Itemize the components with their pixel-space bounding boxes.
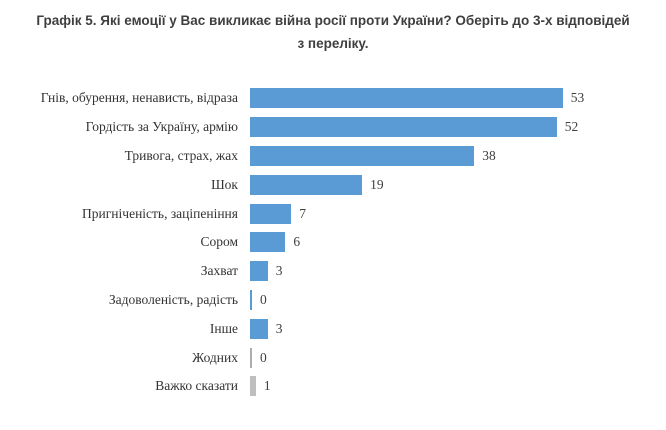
value-label: 3 [275, 320, 283, 336]
chart-title-line2: з переліку. [297, 35, 369, 51]
chart-rows: Гнів, обурення, ненависть, відраза 53 Горд… [0, 84, 666, 401]
category-label: Сором [200, 234, 238, 250]
chart-row: Інше 3 [0, 314, 666, 343]
chart-row: Пригніченість, заціпеніння 7 [0, 199, 666, 228]
category-label: Пригніченість, заціпеніння [82, 205, 238, 221]
value-label: 19 [370, 176, 384, 192]
value-label: 0 [260, 349, 267, 365]
chart-row: Задоволеність, радість 0 [0, 286, 666, 315]
value-label: 3 [275, 263, 283, 279]
chart-row: Тривога, страх, жах 38 [0, 142, 666, 171]
category-label: Захват [200, 263, 238, 279]
bar [250, 289, 252, 310]
bar [250, 318, 268, 339]
chart-row: Жодних 0 [0, 343, 666, 372]
category-label: Гордість за Україну, армію [85, 119, 238, 135]
bar [250, 203, 292, 224]
bar [250, 88, 563, 109]
chart-row: Гнів, обурення, ненависть, відраза 53 [0, 84, 666, 113]
chart-row: Шок 19 [0, 170, 666, 199]
bar [250, 376, 256, 397]
chart-title-line1: Графік 5. Які емоції у Вас викликає війн… [36, 13, 630, 28]
value-label: 6 [293, 234, 301, 250]
bar [250, 232, 286, 253]
category-label: Тривога, страх, жах [124, 147, 238, 163]
bar [250, 347, 252, 368]
bar [250, 117, 557, 138]
chart-row: Гордість за Україну, армію 52 [0, 113, 666, 142]
chart-row: Важко сказати 1 [0, 372, 666, 401]
value-label: 38 [482, 147, 496, 163]
chart-row: Сором 6 [0, 228, 666, 257]
category-label: Важко сказати [155, 378, 238, 394]
bar [250, 261, 268, 282]
value-label: 52 [564, 119, 579, 135]
chart-row: Захват 3 [0, 257, 666, 286]
category-label: Гнів, обурення, ненависть, відраза [40, 90, 238, 106]
value-label: 7 [299, 205, 307, 221]
category-label: Жодних [192, 349, 238, 365]
category-label: Шок [211, 176, 238, 192]
category-label: Інше [209, 320, 238, 336]
bar [250, 174, 363, 195]
value-label: 53 [570, 90, 585, 106]
value-label: 0 [260, 291, 267, 307]
category-label: Задоволеність, радість [108, 291, 238, 307]
value-label: 1 [263, 378, 271, 394]
chart-title: Графік 5. Які емоції у Вас викликає війн… [23, 10, 643, 56]
bar [250, 145, 475, 166]
